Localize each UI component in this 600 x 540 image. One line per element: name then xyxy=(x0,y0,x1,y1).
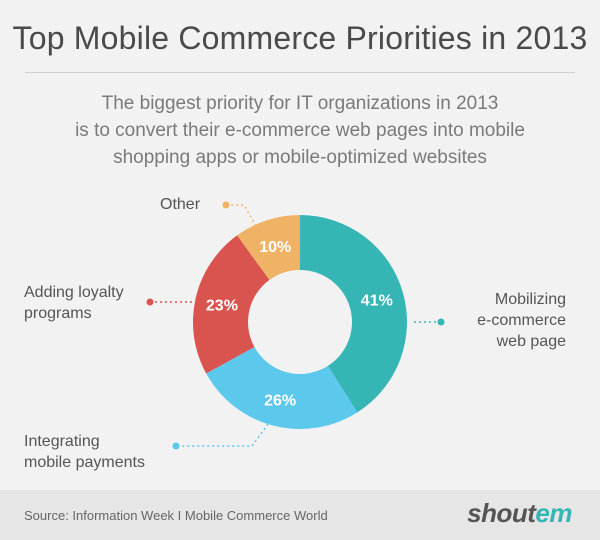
leader-line-1 xyxy=(176,423,269,447)
slice-category-line: Adding loyalty xyxy=(24,284,124,301)
donut-chart: 41% Mobilizing e-commerce web page 26% Integr… xyxy=(24,196,566,471)
leader-line-3 xyxy=(226,204,257,227)
slice-category-line: Mobilizing xyxy=(495,291,566,308)
slice-category-label-1: Integrating mobile payments xyxy=(24,433,145,471)
slice-category-label-3: Other xyxy=(160,196,201,213)
slice-value-label-0: 41% xyxy=(361,293,393,310)
slice-category-line: e-commerce xyxy=(477,312,566,329)
donut-hole xyxy=(248,270,352,374)
leader-dot-0 xyxy=(437,318,445,326)
footer: Source: Information Week I Mobile Commer… xyxy=(0,490,600,540)
slice-category-line: Integrating xyxy=(24,433,100,450)
subtitle-line-2: is to convert their e-commerce web pages… xyxy=(75,120,525,141)
slice-value-label-1: 26% xyxy=(264,392,296,409)
donut-slice-3 xyxy=(237,215,300,280)
slice-value-label-2: 23% xyxy=(206,298,238,315)
slice-category-label-2: Adding loyalty programs xyxy=(24,284,124,322)
subtitle-line-1: The biggest priority for IT organization… xyxy=(101,93,499,114)
slice-value-label-3: 10% xyxy=(259,239,291,256)
slice-category-line: programs xyxy=(24,305,92,322)
donut-slice-2 xyxy=(193,235,270,374)
leader-dot-3 xyxy=(222,201,230,209)
brand-logo-suffix: em xyxy=(535,498,572,528)
leader-dot-1 xyxy=(172,442,180,450)
source-text: Source: Information Week I Mobile Commer… xyxy=(24,508,328,523)
slice-category-line: Other xyxy=(160,196,201,213)
leader-dot-2 xyxy=(146,298,154,306)
subtitle: The biggest priority for IT organization… xyxy=(40,90,560,171)
brand-logo-prefix: shout xyxy=(467,498,536,528)
title-divider xyxy=(25,72,575,73)
slice-category-label-0: Mobilizing e-commerce web page xyxy=(477,291,566,350)
page-title: Top Mobile Commerce Priorities in 2013 xyxy=(12,20,588,56)
subtitle-line-3: shopping apps or mobile-optimized websit… xyxy=(113,147,487,168)
donut-slice-0 xyxy=(300,215,407,413)
donut-slice-1 xyxy=(206,347,358,429)
slice-category-line: web page xyxy=(496,333,566,350)
slice-category-line: mobile payments xyxy=(24,454,145,471)
brand-logo: shoutem xyxy=(467,498,572,529)
